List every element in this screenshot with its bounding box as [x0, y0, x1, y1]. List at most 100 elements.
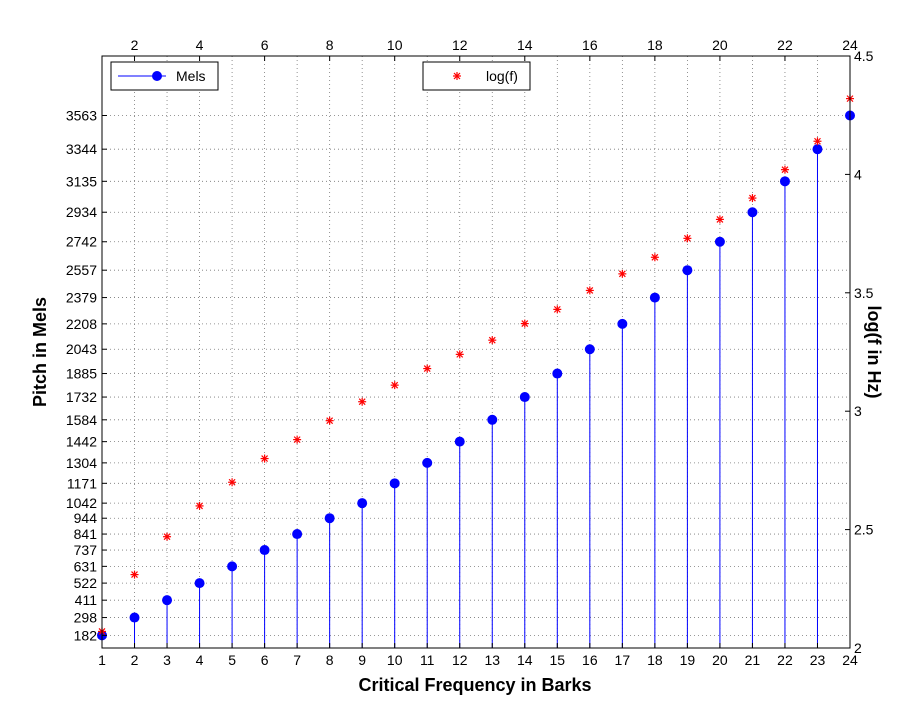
- x-tick-label: 18: [647, 652, 663, 668]
- legend-logf-marker: [453, 72, 461, 80]
- logf-point: [423, 364, 432, 373]
- mels-point: [454, 436, 465, 447]
- top-x-tick-label: 16: [582, 37, 598, 53]
- y-tick-label: 1732: [66, 389, 97, 405]
- y-tick-label: 1584: [66, 412, 97, 428]
- y-axis-label: Pitch in Mels: [30, 297, 50, 407]
- x-tick-label: 4: [196, 652, 204, 668]
- x-tick-label: 20: [712, 652, 728, 668]
- mels-point: [422, 457, 433, 468]
- y-tick-label: 1442: [66, 434, 97, 450]
- y2-tick-label: 2: [854, 640, 862, 656]
- logf-point: [325, 416, 334, 425]
- y-tick-label: 3135: [66, 173, 97, 189]
- legend-mels: Mels: [110, 61, 219, 91]
- x-tick-label: 11: [420, 652, 435, 668]
- mels-point: [617, 318, 628, 329]
- grid: [102, 56, 850, 648]
- mels-point: [162, 595, 173, 606]
- logf-point: [293, 435, 302, 444]
- logf-point: [228, 478, 237, 487]
- top-x-tick-label: 24: [842, 37, 858, 53]
- logf-point: [813, 137, 822, 146]
- x-tick-label: 1: [98, 652, 106, 668]
- mels-point: [129, 612, 140, 623]
- y-tick-label: 1885: [66, 366, 97, 382]
- y-tick-label: 2208: [66, 316, 97, 332]
- markers: [97, 94, 855, 641]
- x-tick-label: 6: [261, 652, 269, 668]
- logf-point: [488, 336, 497, 345]
- logf-point: [130, 570, 139, 579]
- x-tick-label: 21: [745, 652, 761, 668]
- y-tick-label: 1304: [66, 455, 97, 471]
- y-tick-label: 2742: [66, 234, 97, 250]
- y-tick-label: 2557: [66, 262, 97, 278]
- mels-point: [552, 368, 563, 379]
- legend-logf-label: log(f): [486, 68, 518, 84]
- x-tick-label: 13: [484, 652, 500, 668]
- top-x-tick-label: 14: [517, 37, 533, 53]
- mels-point: [259, 545, 270, 556]
- top-x-tick-label: 22: [777, 37, 793, 53]
- y2-axis-label: log(f in Hz): [864, 306, 884, 399]
- top-x-tick-label: 20: [712, 37, 728, 53]
- x-tick-label: 9: [358, 652, 366, 668]
- y-tick-label: 1171: [67, 475, 97, 491]
- mels-point: [519, 392, 530, 403]
- y-tick-label: 631: [74, 558, 98, 574]
- x-tick-label: 7: [293, 652, 301, 668]
- top-x-tick-label: 2: [131, 37, 139, 53]
- top-x-tick-label: 12: [452, 37, 468, 53]
- top-x-tick-label: 8: [326, 37, 334, 53]
- y-tick-label: 3563: [66, 108, 97, 124]
- y2-tick-label: 3: [854, 403, 862, 419]
- y-tick-label: 2379: [66, 290, 97, 306]
- x-tick-label: 17: [615, 652, 631, 668]
- logf-point: [553, 305, 562, 314]
- mels-point: [779, 176, 790, 187]
- mels-point: [324, 513, 335, 524]
- y-tick-label: 2043: [66, 341, 97, 357]
- logf-point: [195, 501, 204, 510]
- logf-point: [585, 286, 594, 295]
- x-axis-label: Critical Frequency in Barks: [358, 675, 591, 695]
- mels-point: [812, 144, 823, 155]
- y-tick-label: 3344: [66, 141, 97, 157]
- y-tick-label: 522: [74, 575, 98, 591]
- y2-tick-label: 3.5: [854, 285, 874, 301]
- ticks: 1 2 3 4 5 6 7 8 9 10 11 12 13 14 15 16 17 18 19 20 21 22 23 242…: [66, 37, 874, 668]
- mels-point: [357, 498, 368, 509]
- mels-point: [389, 478, 400, 489]
- logf-point: [650, 253, 659, 262]
- x-tick-label: 24: [842, 652, 858, 668]
- y2-tick-label: 4: [854, 166, 862, 182]
- x-tick-label: 12: [452, 652, 468, 668]
- logf-point: [748, 194, 757, 203]
- x-tick-label: 23: [810, 652, 826, 668]
- y-tick-label: 841: [74, 526, 98, 542]
- legend-mels-marker: [152, 71, 162, 81]
- y-tick-label: 737: [74, 542, 98, 558]
- logf-point: [618, 269, 627, 278]
- legend-mels-label: Mels: [176, 68, 206, 84]
- legend-logf: log(f): [422, 61, 531, 91]
- stems: [101, 115, 851, 648]
- x-tick-label: 19: [680, 652, 696, 668]
- logf-point: [390, 381, 399, 390]
- mels-point: [747, 207, 758, 218]
- y2-tick-label: 4.5: [854, 48, 874, 64]
- mels-point: [194, 578, 205, 589]
- y-tick-label: 944: [74, 510, 98, 526]
- x-tick-label: 8: [326, 652, 334, 668]
- logf-point: [358, 397, 367, 406]
- y-tick-label: 2934: [66, 204, 97, 220]
- x-tick-label: 5: [228, 652, 236, 668]
- x-tick-label: 10: [387, 652, 403, 668]
- y-tick-label: 411: [75, 592, 98, 608]
- mels-point: [714, 236, 725, 247]
- y-tick-label: 182: [74, 627, 98, 643]
- x-tick-label: 3: [163, 652, 171, 668]
- plot-frame: [101, 55, 851, 649]
